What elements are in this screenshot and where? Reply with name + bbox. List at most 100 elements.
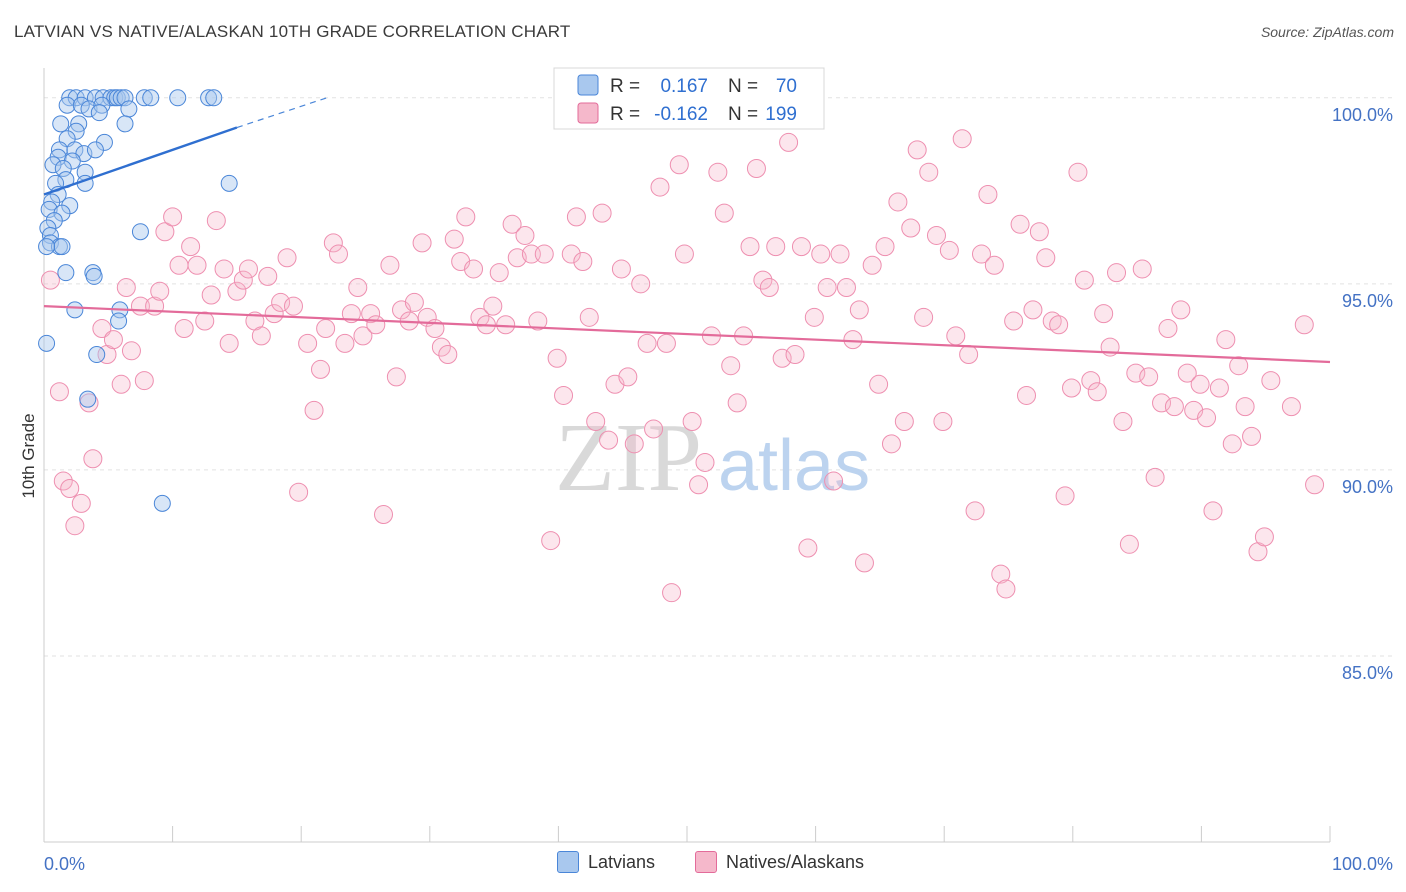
native-point [380,255,400,275]
native-point [599,430,619,450]
native-point [561,244,581,264]
native-point [830,244,850,264]
trend-lines [43,97,1331,364]
native-point [862,255,882,275]
native-point [1036,248,1056,268]
trend-line-latvians [43,126,238,196]
native-point [798,538,818,558]
native-point [791,237,811,257]
legend-r-value-1: 0.167 [660,76,708,97]
native-point [1171,300,1191,320]
native-point [952,129,972,149]
latvians-swatch [557,851,579,873]
native-point [60,478,80,498]
native-point [759,278,779,298]
native-point [984,255,1004,275]
native-point [163,207,183,227]
native-point [1222,434,1242,454]
natives-label: Natives/Alaskans [726,851,865,872]
latvian-point [79,390,97,408]
latvian-point [40,200,58,218]
legend-n-value-2: 199 [765,104,797,125]
native-point [348,278,368,298]
native-point [907,140,927,160]
native-point [1254,527,1274,547]
native-point [258,266,278,286]
native-point [181,237,201,257]
native-point [836,278,856,298]
native-point [1126,363,1146,383]
native-point [662,583,682,603]
watermark: ZIP atlas [555,404,870,512]
native-point [116,278,136,298]
native-point [264,304,284,324]
native-point [939,240,959,260]
native-point [843,330,863,350]
native-point [1164,397,1184,417]
native-point [566,207,586,227]
native-point [310,359,330,379]
y-tick-label: 100.0% [1332,105,1393,125]
native-point [785,345,805,365]
native-point [554,385,574,405]
native-point [323,233,343,253]
watermark-atlas: atlas [718,426,870,506]
native-point [901,218,921,238]
native-point [881,434,901,454]
latvian-point [54,159,72,177]
latvian-point [66,301,84,319]
native-point [1017,385,1037,405]
native-point [714,203,734,223]
native-point [233,270,253,290]
native-point [1209,378,1229,398]
native-point [1029,222,1049,242]
series-natives-points [40,129,1325,603]
legend-r-label-2: R = [610,104,640,125]
legend-n-label-1: N = [728,76,758,97]
native-point [111,374,131,394]
native-point [404,292,424,312]
native-point [496,315,516,335]
latvian-point [58,96,76,114]
x-tick-label-max: 100.0% [1332,854,1393,874]
native-point [328,244,348,264]
native-point [1281,397,1301,417]
native-point [431,337,451,357]
native-point [624,434,644,454]
native-point [1119,534,1139,554]
native-point [79,393,99,413]
native-point [1235,397,1255,417]
native-point [849,300,869,320]
native-point [214,259,234,279]
native-point [1068,162,1088,182]
native-point [353,326,373,346]
legend: R = 0.167 N = 70 R = -0.162 N = 199 [553,67,825,130]
native-point [134,371,154,391]
native-point [92,318,112,338]
y-axis-label: 10th Grade [19,413,38,498]
legend-r-label-1: R = [610,76,640,97]
native-point [1216,330,1236,350]
native-point [53,471,73,491]
latvian-point [57,264,75,282]
latvian-point [120,100,138,118]
legend-swatch-latvians [577,74,599,96]
native-point [1305,475,1325,495]
native-point [933,412,953,432]
native-point [779,132,799,152]
native-point [103,330,123,350]
latvian-point [135,89,153,107]
native-point [227,281,247,301]
native-point [669,155,689,175]
native-point [150,281,170,301]
native-point [650,177,670,197]
native-point [1177,363,1197,383]
native-point [1023,300,1043,320]
native-point [637,333,657,353]
native-point [811,244,831,264]
native-point [271,292,291,312]
native-point [817,278,837,298]
native-point [1049,315,1069,335]
native-point [187,255,207,275]
native-point [631,274,651,294]
